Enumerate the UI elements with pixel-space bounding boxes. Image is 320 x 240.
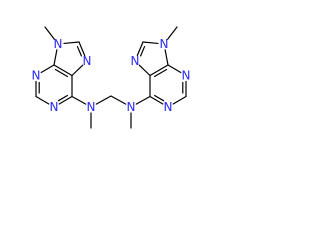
- bond: [136, 41, 144, 57]
- atom-label: N: [50, 100, 59, 114]
- atom-label: N: [164, 100, 173, 114]
- bond: [71, 64, 84, 77]
- double-bond-line: [57, 94, 68, 102]
- bond: [172, 95, 187, 105]
- bond: [135, 95, 151, 105]
- bond: [95, 95, 112, 105]
- bond: [149, 95, 164, 105]
- bond: [167, 64, 182, 74]
- bond: [110, 95, 127, 105]
- double-bond-line: [154, 68, 168, 78]
- atom-label: N: [54, 37, 63, 51]
- atom-label: N: [131, 54, 140, 68]
- atom-label: N: [32, 69, 41, 83]
- double-bond-line: [54, 68, 68, 78]
- bond: [53, 64, 73, 77]
- double-bond-line: [154, 94, 165, 102]
- bond: [63, 41, 80, 45]
- bond: [167, 26, 178, 40]
- bond: [149, 64, 169, 77]
- molecule-diagram: N N N N N N N N N N: [32, 26, 191, 129]
- bond: [40, 64, 55, 74]
- bond: [71, 95, 87, 105]
- bond: [164, 49, 169, 66]
- atom-label: N: [160, 37, 169, 51]
- bond: [35, 95, 50, 105]
- bond: [78, 41, 86, 57]
- atom-label: N: [83, 54, 92, 68]
- bond: [58, 95, 73, 105]
- bond: [142, 41, 159, 45]
- double-bond-line: [140, 45, 146, 57]
- bond: [44, 26, 55, 40]
- bond: [138, 64, 151, 77]
- atom-label: N: [127, 100, 136, 114]
- bond: [53, 49, 58, 66]
- double-bond-line: [76, 45, 82, 57]
- atom-label: N: [87, 100, 96, 114]
- atom-label: N: [182, 69, 191, 83]
